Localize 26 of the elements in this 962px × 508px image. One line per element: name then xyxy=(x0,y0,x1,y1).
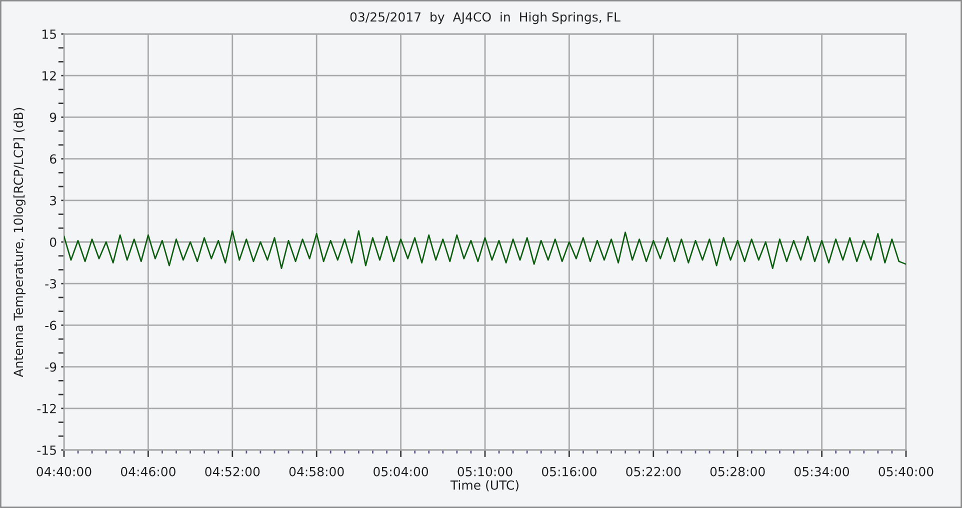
x-tick-label: 05:16:00 xyxy=(542,466,596,476)
x-axis-title: Time (UTC) xyxy=(450,480,518,492)
x-tick-label: 04:40:00 xyxy=(36,466,92,476)
x-tick-label: 05:40:00 xyxy=(878,466,934,476)
line-series xyxy=(64,230,906,270)
y-tick-label: 12 xyxy=(42,71,56,80)
y-tick-label: 6 xyxy=(50,154,56,164)
x-tick-label: 04:58:00 xyxy=(289,466,344,476)
y-tick-label: -3 xyxy=(45,279,56,289)
y-axis-title: Antenna Temperature, 10log[RCP/LCP] (dB) xyxy=(13,108,26,378)
x-tick-label: 05:28:00 xyxy=(710,466,765,476)
y-tick-label: 0 xyxy=(50,237,56,247)
y-tick-label: -12 xyxy=(37,404,56,414)
y-tick-label: -9 xyxy=(45,362,56,372)
y-tick-label: 9 xyxy=(50,112,56,122)
x-tick-label: 04:46:00 xyxy=(120,466,176,476)
x-tick-label: 05:10:00 xyxy=(458,466,512,476)
y-tick-label: -15 xyxy=(37,446,56,455)
y-tick-label: 3 xyxy=(50,196,56,206)
x-tick-label: 05:22:00 xyxy=(626,466,681,476)
chart-title: 03/25/2017 by AJ4CO in High Springs, FL xyxy=(350,12,620,24)
x-tick-label: 05:34:00 xyxy=(794,466,850,476)
x-tick-label: 04:52:00 xyxy=(205,466,260,476)
x-tick-label: 05:04:00 xyxy=(374,466,428,476)
y-tick-label: 15 xyxy=(42,30,56,39)
y-tick-label: -6 xyxy=(45,320,56,330)
